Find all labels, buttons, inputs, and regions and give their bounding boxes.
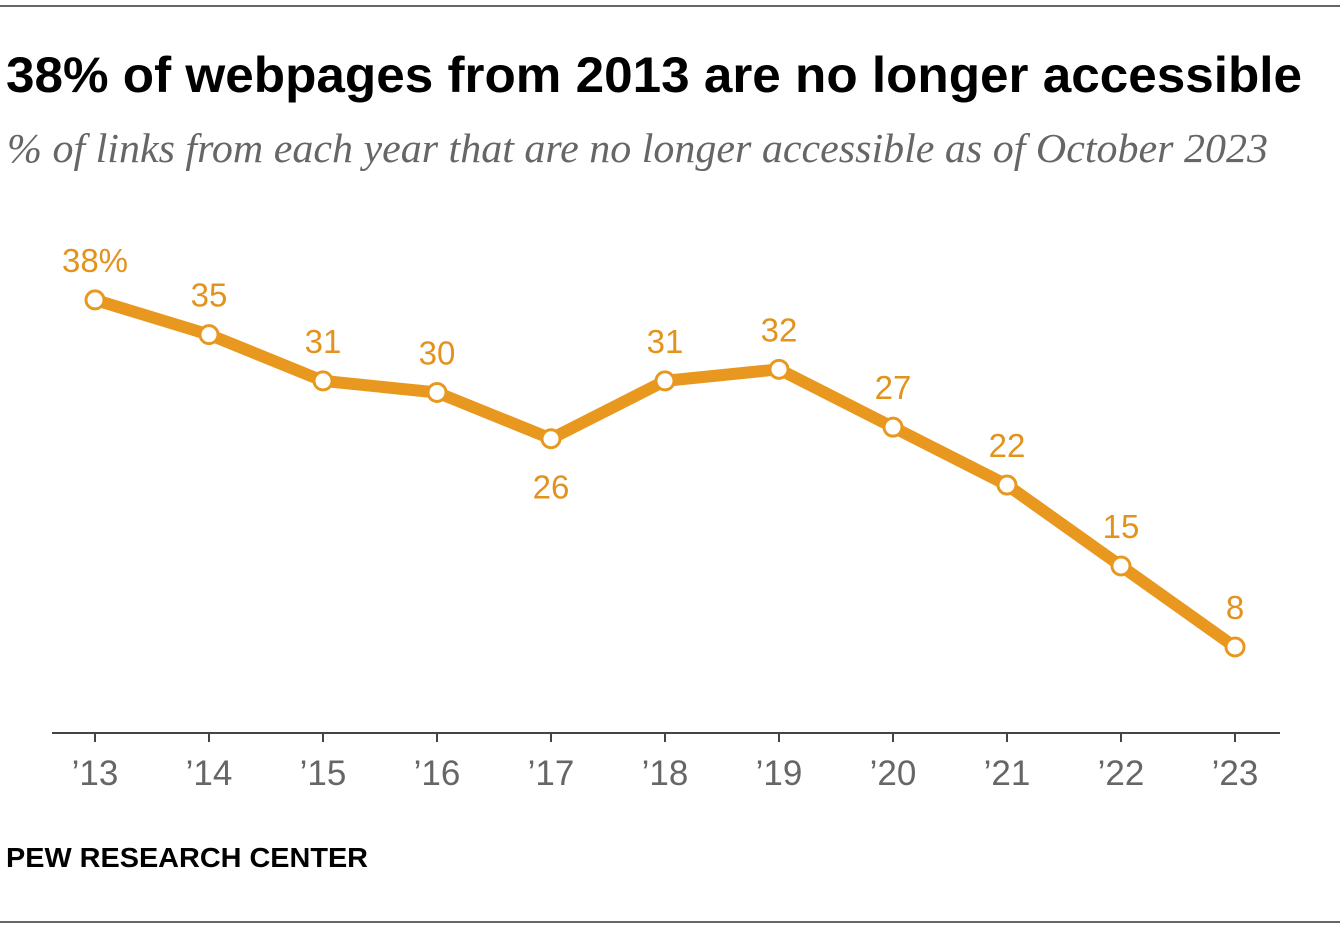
data-point (84, 289, 106, 311)
data-label: 26 (533, 469, 570, 506)
data-point (996, 474, 1018, 496)
x-tick-label: ’20 (870, 754, 917, 793)
x-tick-label: ’22 (1098, 754, 1145, 793)
data-point (426, 381, 448, 403)
x-tick-label: ’17 (528, 754, 575, 793)
data-point (540, 428, 562, 450)
chart-subtitle: % of links from each year that are no lo… (7, 125, 1268, 171)
data-point (312, 370, 334, 392)
x-tick-label: ’15 (300, 754, 347, 793)
x-tick-label: ’19 (756, 754, 803, 793)
data-point (1224, 636, 1246, 658)
data-point (654, 370, 676, 392)
data-points (84, 289, 1246, 658)
data-label: 8 (1226, 589, 1244, 626)
data-point (768, 358, 790, 380)
data-label: 30 (419, 334, 456, 371)
data-label: 38% (62, 242, 128, 279)
chart-title: 38% of webpages from 2013 are no longer … (6, 47, 1302, 103)
x-tick-label: ’13 (72, 754, 119, 793)
data-label: 27 (875, 369, 912, 406)
data-point (198, 324, 220, 346)
data-label: 31 (647, 323, 684, 360)
x-tick-label: ’18 (642, 754, 689, 793)
x-tick-label: ’21 (984, 754, 1031, 793)
plot-area: ’13’14’15’16’17’18’19’20’21’22’23 38%353… (52, 242, 1280, 793)
x-tick-label: ’14 (186, 754, 233, 793)
x-tick-label: ’23 (1212, 754, 1259, 793)
x-ticks (94, 733, 1236, 742)
data-label: 31 (305, 323, 342, 360)
data-labels: 38% 35 31 30 26 31 32 27 22 15 8 (62, 242, 1244, 626)
data-label: 32 (761, 311, 798, 348)
x-tick-label: ’16 (414, 754, 461, 793)
source-credit: PEW RESEARCH CENTER (6, 842, 368, 873)
data-label: 35 (191, 277, 228, 314)
data-label: 15 (1103, 508, 1140, 545)
x-tick-labels: ’13 ’14 ’15 ’16 ’17 ’18 ’19 ’20 ’21 ’22 ’23 (72, 754, 1259, 793)
data-label: 22 (989, 427, 1026, 464)
data-point (882, 416, 904, 438)
data-point (1110, 555, 1132, 577)
